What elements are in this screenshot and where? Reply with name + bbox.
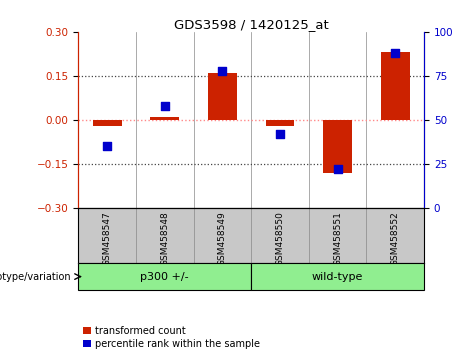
Text: GSM458547: GSM458547: [103, 211, 112, 266]
Title: GDS3598 / 1420125_at: GDS3598 / 1420125_at: [174, 18, 329, 31]
Point: [103, 144, 111, 149]
Bar: [93, 120, 122, 126]
Point: [277, 131, 284, 137]
Bar: [78, 263, 251, 290]
Bar: [150, 117, 179, 120]
Text: p300 +/-: p300 +/-: [141, 272, 189, 281]
Text: GSM458552: GSM458552: [391, 211, 400, 266]
Bar: [251, 263, 424, 290]
Bar: [208, 73, 237, 120]
Point: [219, 68, 226, 74]
Bar: [323, 120, 352, 173]
Text: GSM458550: GSM458550: [276, 211, 284, 266]
Text: GSM458549: GSM458549: [218, 211, 227, 266]
Legend: transformed count, percentile rank within the sample: transformed count, percentile rank withi…: [83, 326, 260, 349]
Bar: [381, 52, 410, 120]
Text: GSM458551: GSM458551: [333, 211, 342, 266]
Point: [392, 50, 399, 56]
Point: [334, 166, 341, 172]
Text: GSM458548: GSM458548: [160, 211, 169, 266]
Bar: [266, 120, 295, 126]
Point: [161, 103, 169, 109]
Text: wild-type: wild-type: [312, 272, 363, 281]
Text: genotype/variation: genotype/variation: [0, 272, 71, 281]
